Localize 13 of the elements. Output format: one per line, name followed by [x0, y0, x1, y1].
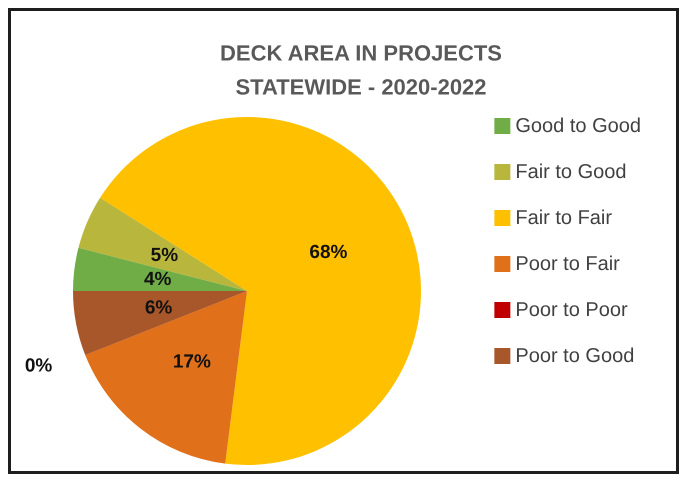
- legend-label: Poor to Good: [515, 345, 634, 367]
- text: 0%: [24, 356, 52, 377]
- data-label: 6%: [144, 297, 172, 318]
- legend-label: Poor to Poor: [515, 299, 628, 321]
- legend-label: Poor to Fair: [515, 253, 620, 275]
- data-label: 4%: [144, 269, 172, 290]
- data-label: 5%: [150, 244, 178, 266]
- legend-label: Fair to Fair: [515, 207, 612, 229]
- data-label: 68%: [309, 242, 348, 264]
- data-label: 17%: [172, 352, 211, 373]
- chart-title: DECK AREA IN PROJECTS STATEWIDE - 2020-2022: [220, 40, 502, 100]
- legend-label: Fair to Good: [515, 161, 627, 183]
- legend-label: Good to Good: [515, 115, 642, 137]
